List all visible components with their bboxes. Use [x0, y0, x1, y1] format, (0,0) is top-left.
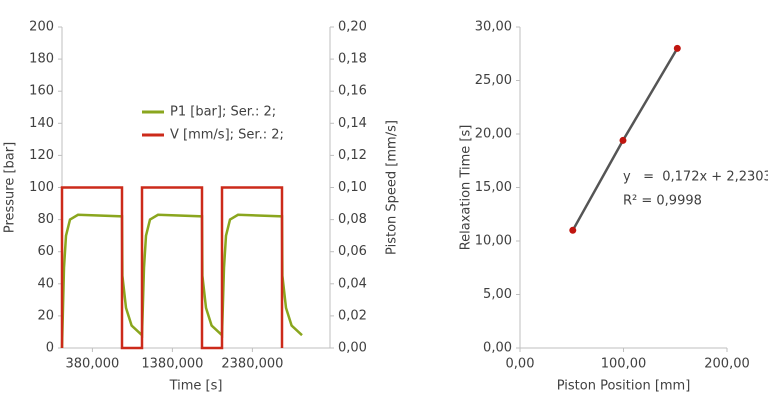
y2-tick-label: 0,14 [338, 116, 367, 131]
x-tick-label: 2380,000 [221, 357, 283, 372]
y-tick-label: 160 [29, 84, 54, 99]
x-axis-title: Piston Position [mm] [557, 379, 691, 394]
y-tick-label: 20,00 [475, 127, 512, 142]
y-tick-label: 0,00 [483, 341, 512, 356]
y-axis-title: Relaxation Time [s] [459, 125, 474, 251]
y-tick-label: 20 [37, 308, 54, 323]
y-tick-label: 25,00 [475, 73, 512, 88]
point [569, 226, 577, 234]
y-tick-label: 60 [37, 244, 54, 259]
y2-tick-label: 0,18 [338, 52, 367, 67]
point [619, 136, 627, 144]
annotation: y = 0,172x + 2,2303 [623, 170, 768, 185]
y-tick-label: 140 [29, 116, 54, 131]
y-tick-label: 180 [29, 52, 54, 67]
y2-tick-label: 0,08 [338, 212, 367, 227]
annotation: R² = 0,9998 [623, 194, 702, 209]
y-tick-label: 10,00 [475, 234, 512, 249]
y2-tick-label: 0,16 [338, 84, 367, 99]
y-tick-label: 0 [46, 341, 54, 356]
y2-tick-label: 0,04 [338, 276, 367, 291]
y2-tick-label: 0,20 [338, 20, 367, 35]
y2-tick-label: 0,06 [338, 244, 367, 259]
x-tick-label: 100,00 [601, 357, 647, 372]
x-tick-label: 1380,000 [141, 357, 203, 372]
legend-label: V [mm/s]; Ser.: 2; [170, 128, 284, 143]
x-tick-label: 0,00 [506, 357, 535, 372]
y-tick-label: 30,00 [475, 20, 512, 35]
y2-tick-label: 0,12 [338, 148, 367, 163]
y-tick-label: 200 [29, 20, 54, 35]
x-tick-label: 200,00 [704, 357, 750, 372]
y-tick-label: 5,00 [483, 287, 512, 302]
y2-axis-title: Piston Speed [mm/s] [385, 120, 400, 255]
y-tick-label: 80 [37, 212, 54, 227]
series-line [60, 186, 284, 350]
y-tick-label: 40 [37, 276, 54, 291]
y-tick-label: 120 [29, 148, 54, 163]
y2-tick-label: 0,02 [338, 308, 367, 323]
y-tick-label: 15,00 [475, 180, 512, 195]
y-tick-label: 100 [29, 180, 54, 195]
x-tick-label: 380,000 [66, 357, 120, 372]
y2-tick-label: 0,10 [338, 180, 367, 195]
y-axis-title: Pressure [bar] [3, 142, 18, 233]
x-axis-title: Time [s] [169, 379, 223, 394]
legend-label: P1 [bar]; Ser.: 2; [170, 105, 276, 120]
series-line [60, 213, 303, 349]
point [673, 44, 681, 52]
y2-tick-label: 0,00 [338, 341, 367, 356]
